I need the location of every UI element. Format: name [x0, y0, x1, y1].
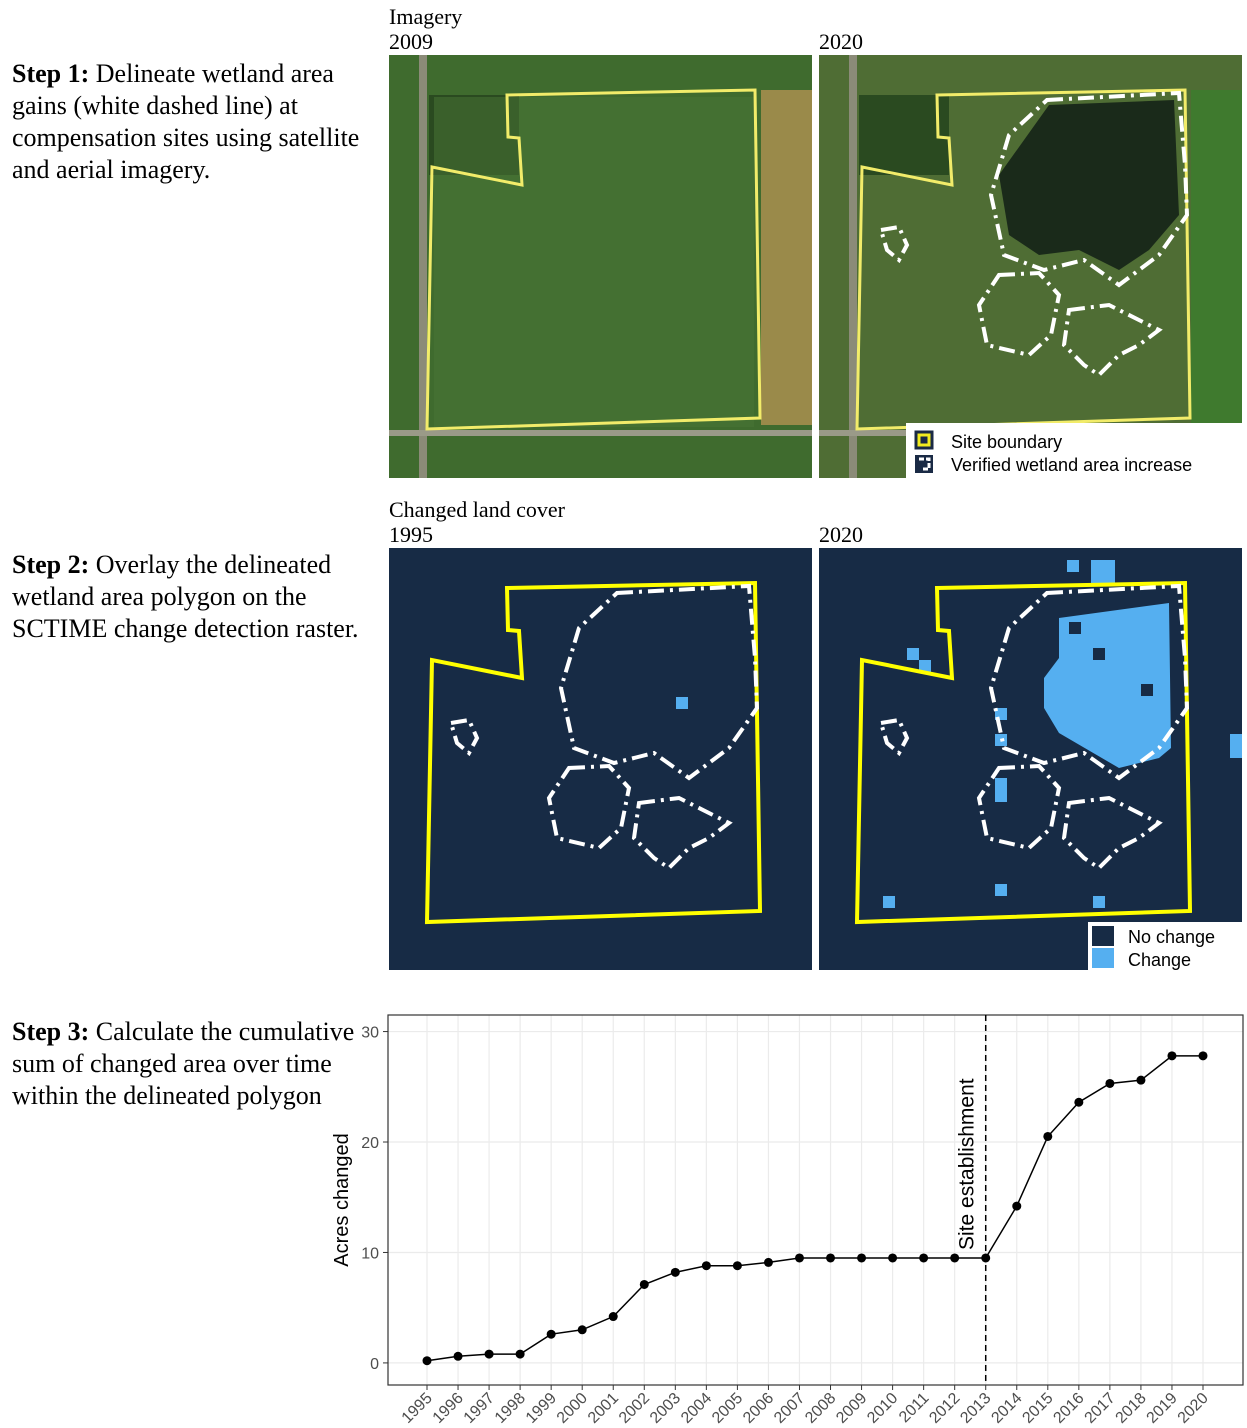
step-label: Step 3:	[12, 1017, 90, 1046]
point	[1043, 1131, 1053, 1141]
step-text: Calculate the cumulative sum of changed …	[12, 1017, 355, 1110]
x-tick-label: 2018	[1113, 1390, 1150, 1427]
x-tick-label: 2020	[1175, 1390, 1212, 1427]
legend-label: No change	[1128, 927, 1215, 947]
legend-label: Change	[1128, 950, 1191, 970]
point	[763, 1257, 773, 1267]
imagery-2020	[819, 55, 1242, 478]
point	[732, 1261, 742, 1271]
imagery-legend: Site boundary Verified wetland area incr…	[906, 423, 1242, 478]
point	[1167, 1051, 1177, 1061]
point	[1136, 1075, 1146, 1085]
point	[950, 1253, 960, 1263]
point	[608, 1312, 618, 1322]
point	[794, 1253, 804, 1263]
point	[826, 1253, 836, 1263]
x-tick-label: 2002	[616, 1390, 653, 1427]
point	[670, 1267, 680, 1277]
point	[422, 1356, 432, 1366]
step-2: Step 2: Overlay the delineated wetland a…	[12, 549, 372, 645]
panel-title: Changed land cover	[389, 497, 566, 522]
legend-label: Site boundary	[951, 432, 1062, 452]
imagery-2009	[389, 55, 812, 478]
panel-label: 2020	[819, 522, 863, 547]
x-tick-label: 2010	[864, 1390, 901, 1427]
point	[577, 1325, 587, 1335]
step-1: Step 1: Delineate wetland area gains (wh…	[12, 58, 372, 186]
point	[1198, 1051, 1208, 1061]
point	[701, 1261, 711, 1271]
legend-label: Verified wetland area increase	[951, 455, 1192, 475]
point	[1105, 1078, 1115, 1088]
y-tick-label: 30	[361, 1025, 379, 1042]
x-tick-label: 1995	[399, 1390, 436, 1427]
line	[426, 1055, 1203, 1362]
y-tick-label: 20	[361, 1135, 379, 1152]
point	[888, 1253, 898, 1263]
plot-border	[387, 1014, 1244, 1386]
x-tick-label: 1999	[523, 1390, 560, 1427]
raster-2020	[819, 548, 1242, 970]
x-tick-label: 2003	[647, 1390, 684, 1427]
x-tick-label: 2007	[771, 1390, 808, 1427]
x-tick-label: 2013	[957, 1390, 994, 1427]
x-tick-label: 2008	[802, 1390, 839, 1427]
x-tick-label: 2000	[554, 1390, 591, 1427]
x-tick-label: 2011	[896, 1390, 932, 1426]
raster-legend: No change Change	[1088, 922, 1242, 970]
y-tick-label: 0	[370, 1356, 379, 1373]
x-tick-label: 2005	[709, 1390, 746, 1427]
x-tick-label: 2017	[1082, 1390, 1119, 1427]
point	[453, 1351, 463, 1361]
y-axis-label: Acres changed	[331, 1133, 353, 1266]
x-tick-label: 2001	[585, 1390, 622, 1427]
x-tick-label: 2004	[678, 1390, 715, 1427]
line-chart: 0102030199519961997199819992000200120022…	[331, 1014, 1244, 1427]
point	[546, 1329, 556, 1339]
point	[484, 1349, 494, 1359]
x-tick-label: 2014	[988, 1390, 1025, 1427]
x-tick-label: 1996	[430, 1390, 467, 1427]
point	[515, 1349, 525, 1359]
step-text: Delineate wetland area gains (white dash…	[12, 59, 360, 184]
x-tick-label: 1998	[492, 1390, 529, 1427]
point	[919, 1253, 929, 1263]
point	[981, 1253, 991, 1263]
x-tick-label: 2016	[1050, 1390, 1087, 1427]
point	[639, 1279, 649, 1289]
panel-label: 2020	[819, 29, 863, 54]
x-tick-label: 2015	[1019, 1390, 1056, 1427]
point	[1074, 1097, 1084, 1107]
x-tick-label: 1997	[461, 1390, 498, 1427]
annotation: Site establishment	[956, 1078, 979, 1250]
x-tick-label: 2009	[833, 1390, 870, 1427]
panel-label: 2009	[389, 29, 433, 54]
point	[1012, 1201, 1022, 1211]
step-label: Step 1:	[12, 59, 90, 88]
point	[857, 1253, 867, 1263]
step-3: Step 3: Calculate the cumulative sum of …	[12, 1016, 372, 1112]
x-tick-label: 2019	[1144, 1390, 1181, 1427]
step-text: Overlay the delineated wetland area poly…	[12, 550, 359, 643]
panel-label: 1995	[389, 522, 433, 547]
step-label: Step 2:	[12, 550, 90, 579]
y-tick-label: 10	[361, 1245, 379, 1262]
panel-title: Imagery	[389, 4, 462, 29]
plot-area	[388, 1015, 1243, 1385]
x-tick-label: 2012	[926, 1390, 963, 1427]
x-tick-label: 2006	[740, 1390, 777, 1427]
raster-1995	[389, 548, 812, 970]
